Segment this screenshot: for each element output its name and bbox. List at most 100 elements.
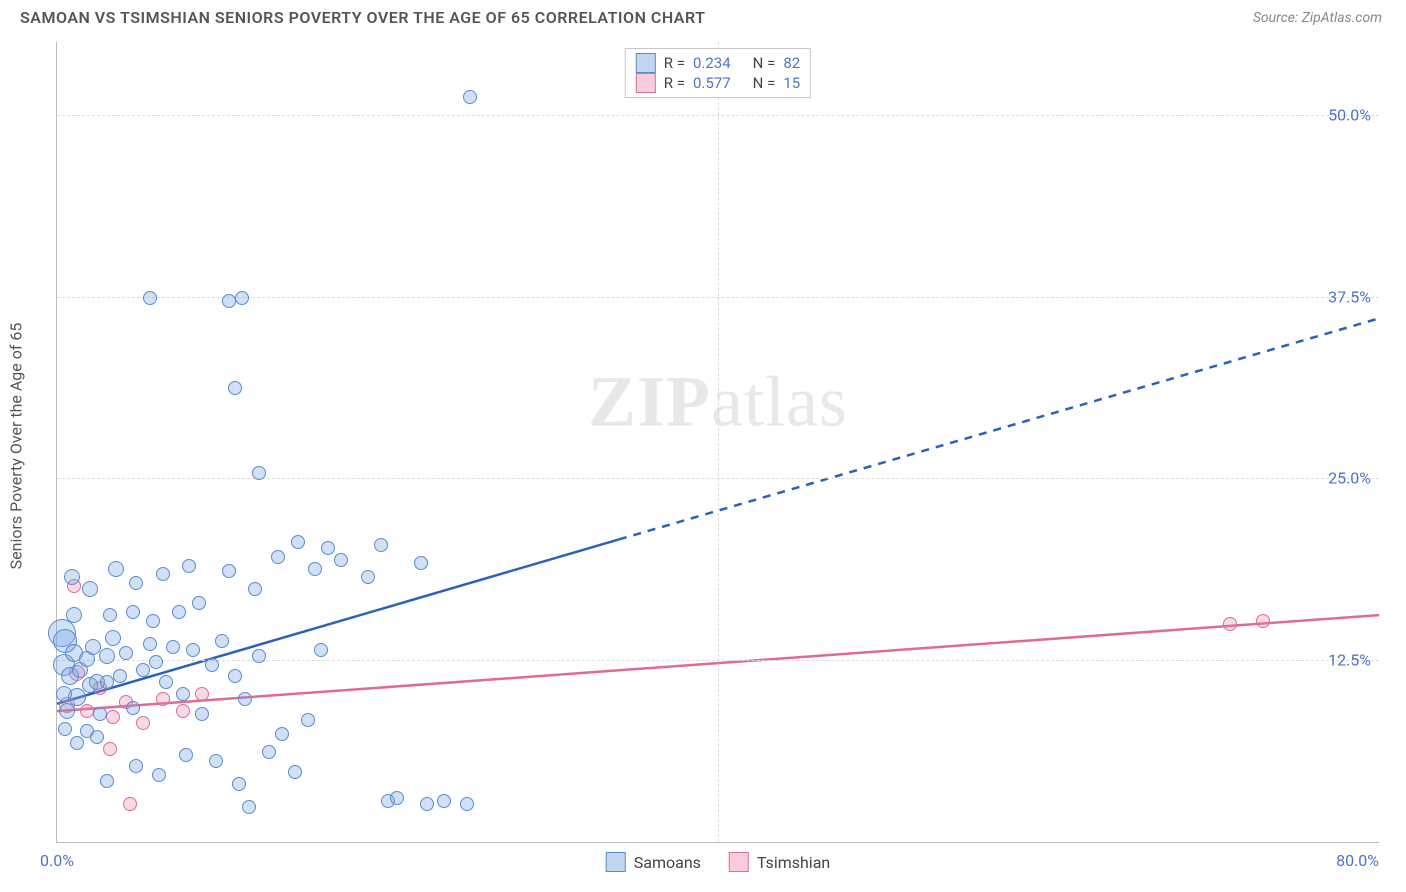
data-point-samoans	[209, 754, 223, 768]
data-point-samoans	[126, 605, 140, 619]
data-point-tsimshian	[156, 692, 170, 706]
data-point-tsimshian	[1223, 617, 1237, 631]
data-point-samoans	[301, 713, 315, 727]
data-point-samoans	[238, 692, 252, 706]
data-point-samoans	[361, 570, 375, 584]
data-point-samoans	[195, 707, 209, 721]
data-point-samoans	[152, 768, 166, 782]
data-point-samoans	[252, 649, 266, 663]
data-point-samoans	[126, 701, 140, 715]
data-point-samoans	[242, 800, 256, 814]
data-point-samoans	[90, 730, 104, 744]
series-legend: Samoans Tsimshian	[606, 852, 830, 872]
plot-area: ZIPatlas 12.5%25.0%37.5%50.0%0.0%80.0%R …	[56, 42, 1379, 843]
correlation-legend: R =0.234N =82R =0.577N =15	[625, 48, 811, 98]
data-point-samoans	[262, 745, 276, 759]
data-point-samoans	[100, 675, 114, 689]
data-point-samoans	[119, 646, 133, 660]
data-point-samoans	[420, 797, 434, 811]
data-point-samoans	[215, 634, 229, 648]
data-point-samoans	[222, 294, 236, 308]
data-point-samoans	[192, 596, 206, 610]
data-point-samoans	[334, 553, 348, 567]
data-point-samoans	[103, 608, 117, 622]
legend-swatch-icon	[636, 73, 656, 93]
trend-line	[619, 318, 1379, 539]
data-point-tsimshian	[106, 710, 120, 724]
data-point-samoans	[222, 564, 236, 578]
data-point-samoans	[136, 663, 150, 677]
data-point-samoans	[159, 675, 173, 689]
data-point-samoans	[308, 562, 322, 576]
data-point-samoans	[271, 550, 285, 564]
data-point-samoans	[205, 658, 219, 672]
data-point-samoans	[228, 381, 242, 395]
legend-item-tsimshian: Tsimshian	[729, 852, 830, 872]
data-point-samoans	[414, 556, 428, 570]
data-point-samoans	[146, 614, 160, 628]
title-bar: SAMOAN VS TSIMSHIAN SENIORS POVERTY OVER…	[0, 8, 1406, 36]
data-point-samoans	[100, 774, 114, 788]
data-point-samoans	[56, 686, 72, 702]
data-point-samoans	[463, 90, 477, 104]
data-point-samoans	[390, 791, 404, 805]
data-point-tsimshian	[1256, 614, 1270, 628]
data-point-samoans	[172, 605, 186, 619]
data-point-samoans	[58, 722, 72, 736]
y-tick-label: 50.0%	[1328, 105, 1371, 124]
data-point-tsimshian	[176, 704, 190, 718]
data-point-samoans	[129, 759, 143, 773]
data-point-samoans	[288, 765, 302, 779]
data-point-samoans	[143, 637, 157, 651]
data-point-samoans	[460, 797, 474, 811]
legend-row-tsimshian: R =0.577N =15	[636, 73, 800, 93]
data-point-samoans	[129, 576, 143, 590]
x-tick-label: 0.0%	[40, 851, 74, 870]
legend-swatch-icon	[636, 53, 656, 73]
data-point-samoans	[105, 630, 121, 646]
data-point-tsimshian	[136, 716, 150, 730]
data-point-samoans	[64, 569, 80, 585]
source-attribution: Source: ZipAtlas.com	[1253, 10, 1382, 26]
y-tick-label: 12.5%	[1328, 651, 1371, 670]
data-point-tsimshian	[123, 797, 137, 811]
legend-swatch-icon	[729, 852, 749, 872]
data-point-samoans	[93, 707, 107, 721]
legend-item-samoans: Samoans	[606, 852, 701, 872]
y-axis-label: Seniors Poverty Over the Age of 65	[7, 323, 26, 570]
data-point-samoans	[228, 669, 242, 683]
x-tick-label: 80.0%	[1336, 851, 1379, 870]
data-point-samoans	[179, 748, 193, 762]
data-point-samoans	[252, 466, 266, 480]
data-point-samoans	[186, 643, 200, 657]
vertical-gridline	[718, 42, 719, 842]
chart-container: SAMOAN VS TSIMSHIAN SENIORS POVERTY OVER…	[0, 0, 1406, 892]
data-point-samoans	[143, 291, 157, 305]
data-point-samoans	[82, 581, 98, 597]
data-point-samoans	[275, 727, 289, 741]
data-point-samoans	[291, 535, 305, 549]
data-point-samoans	[321, 541, 335, 555]
data-point-samoans	[70, 736, 84, 750]
data-point-samoans	[59, 703, 75, 719]
data-point-samoans	[149, 655, 163, 669]
y-tick-label: 37.5%	[1328, 287, 1371, 306]
data-point-samoans	[166, 640, 180, 654]
data-point-samoans	[314, 643, 328, 657]
data-point-samoans	[235, 291, 249, 305]
data-point-samoans	[176, 687, 190, 701]
legend-row-samoans: R =0.234N =82	[636, 53, 800, 73]
data-point-samoans	[182, 559, 196, 573]
data-point-samoans	[437, 794, 451, 808]
data-point-samoans	[108, 561, 124, 577]
data-point-samoans	[248, 582, 262, 596]
data-point-samoans	[232, 777, 246, 791]
data-point-tsimshian	[80, 704, 94, 718]
data-point-samoans	[156, 567, 170, 581]
data-point-tsimshian	[195, 687, 209, 701]
data-point-samoans	[66, 607, 82, 623]
data-point-samoans	[99, 648, 115, 664]
data-point-samoans	[113, 669, 127, 683]
data-point-samoans	[374, 538, 388, 552]
legend-swatch-icon	[606, 852, 626, 872]
